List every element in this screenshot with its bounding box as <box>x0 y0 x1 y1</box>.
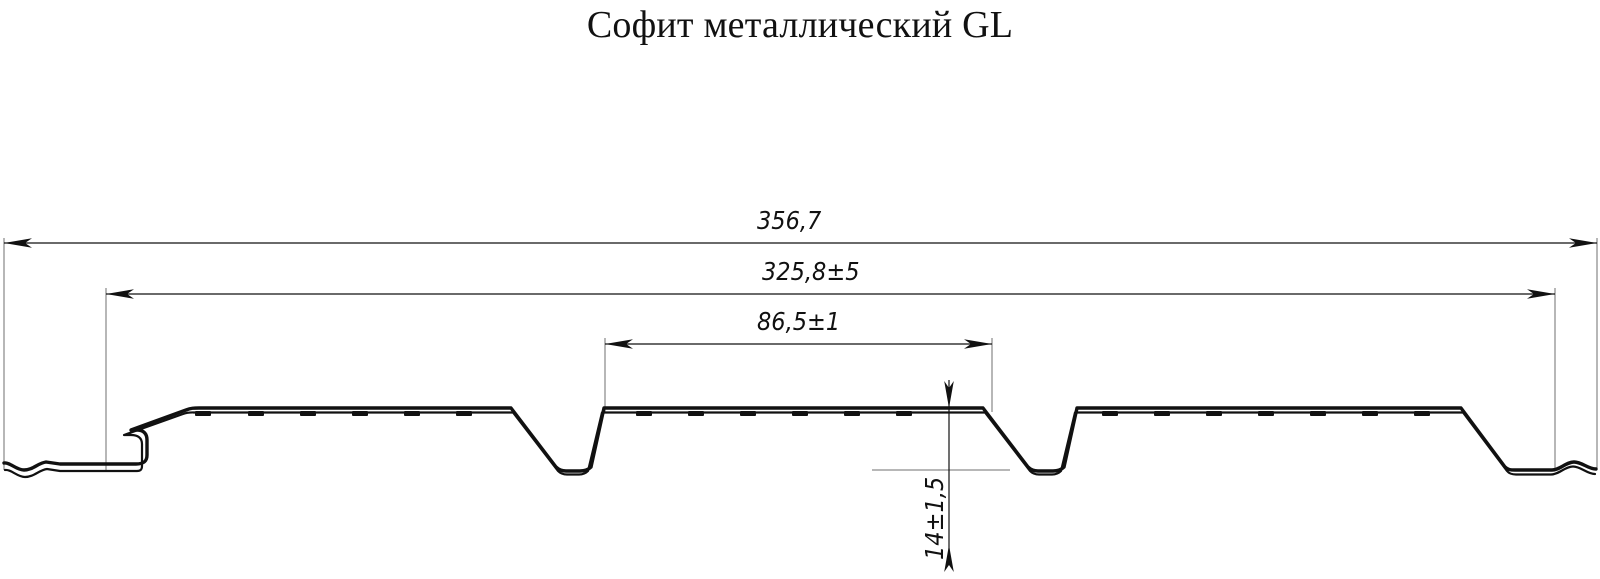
perforation-slot <box>300 411 316 416</box>
dimension-label-cover-width: 325,8±5 <box>762 257 860 286</box>
dimension-arrowheads <box>4 238 1597 572</box>
perforation-slot <box>1206 411 1222 416</box>
dimension-label-overall-width: 356,7 <box>757 206 822 235</box>
dimension-lines <box>4 242 1597 565</box>
perforation-slot <box>636 411 652 416</box>
arrowhead-height-bottom <box>944 545 954 572</box>
perforation-slot <box>456 411 472 416</box>
profile-inner-edge <box>3 411 1597 479</box>
arrowhead-cover-right <box>1527 289 1555 299</box>
profile-outer-edge <box>2 406 1598 473</box>
page-title: Софит металлический GL <box>586 4 1014 46</box>
dimension-label-profile-height: 14±1,5 <box>920 476 949 560</box>
perforation-slot <box>1414 411 1430 416</box>
perforation-slot <box>1154 411 1170 416</box>
perforation-slots <box>195 411 1430 416</box>
dimension-label-module-width: 86,5±1 <box>757 307 841 336</box>
perforation-slot <box>1102 411 1118 416</box>
perforation-slot <box>195 411 211 416</box>
arrowhead-module-left <box>605 339 633 349</box>
arrowhead-cover-left <box>106 289 134 299</box>
perforation-slot <box>1310 411 1326 416</box>
perforation-slot <box>1258 411 1274 416</box>
perforation-slot <box>248 411 264 416</box>
perforation-slot <box>688 411 704 416</box>
extension-lines <box>3 238 1598 471</box>
perforation-slot <box>740 411 756 416</box>
perforation-slot <box>896 411 912 416</box>
arrowhead-height-top <box>944 381 954 408</box>
soffit-profile-outline <box>2 406 1598 479</box>
perforation-slot <box>792 411 808 416</box>
arrowhead-overall-left <box>4 238 32 248</box>
perforation-slot <box>352 411 368 416</box>
arrowhead-overall-right <box>1569 238 1597 248</box>
arrowhead-module-right <box>964 339 992 349</box>
perforation-slot <box>1362 411 1378 416</box>
perforation-slot <box>404 411 420 416</box>
perforation-slot <box>844 411 860 416</box>
